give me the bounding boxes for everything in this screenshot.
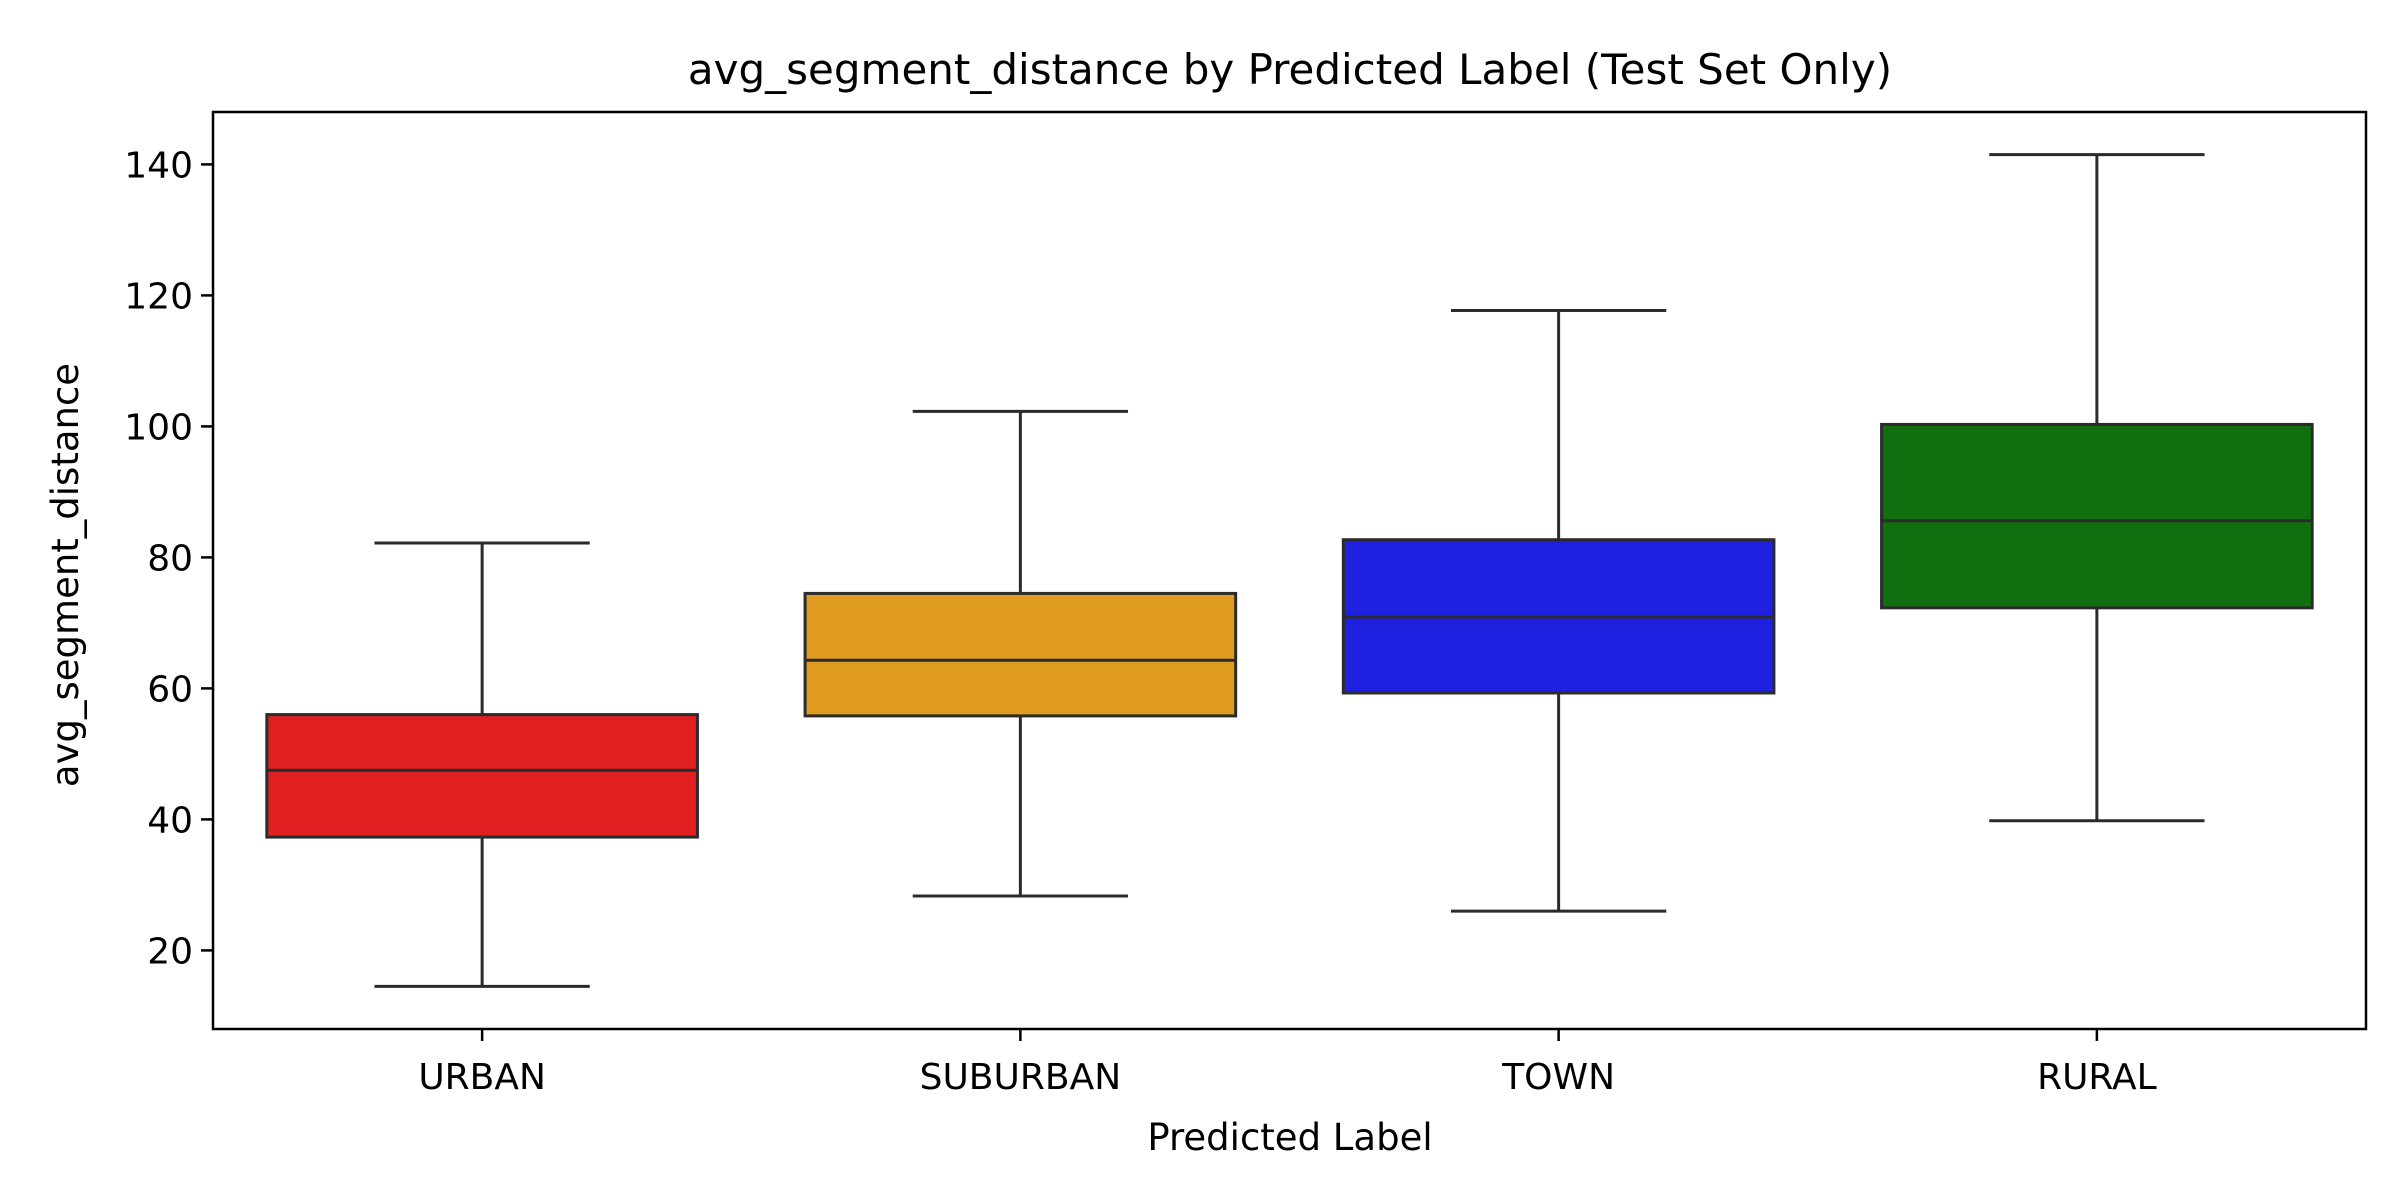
x-axis-label: Predicted Label	[1147, 1116, 1432, 1159]
y-axis-label: avg_segment_distance	[44, 363, 87, 787]
x-tick-label-town: TOWN	[1501, 1057, 1615, 1098]
x-tick-label-urban: URBAN	[418, 1057, 546, 1098]
y-tick-label: 140	[124, 145, 193, 186]
y-tick-label: 20	[147, 931, 193, 972]
y-tick-label: 120	[124, 276, 193, 317]
y-tick-label: 80	[147, 538, 193, 579]
y-tick-label: 100	[124, 407, 193, 448]
box-urban	[265, 713, 699, 839]
box-rural	[1880, 422, 2314, 610]
y-tick-label: 40	[147, 800, 193, 841]
box-suburban	[803, 591, 1238, 718]
y-tick-label: 60	[147, 669, 193, 710]
plot-frame	[211, 110, 2368, 1031]
x-tick-label-suburban: SUBURBAN	[920, 1057, 1122, 1098]
x-tick-label-rural: RURAL	[2037, 1057, 2157, 1098]
plot-area: 20 40 60 80 100 120 140 URBAN SUBURBAN TOWN RURAL	[124, 110, 2368, 1098]
chart-title: avg_segment_distance by Predicted Label …	[688, 45, 1892, 94]
